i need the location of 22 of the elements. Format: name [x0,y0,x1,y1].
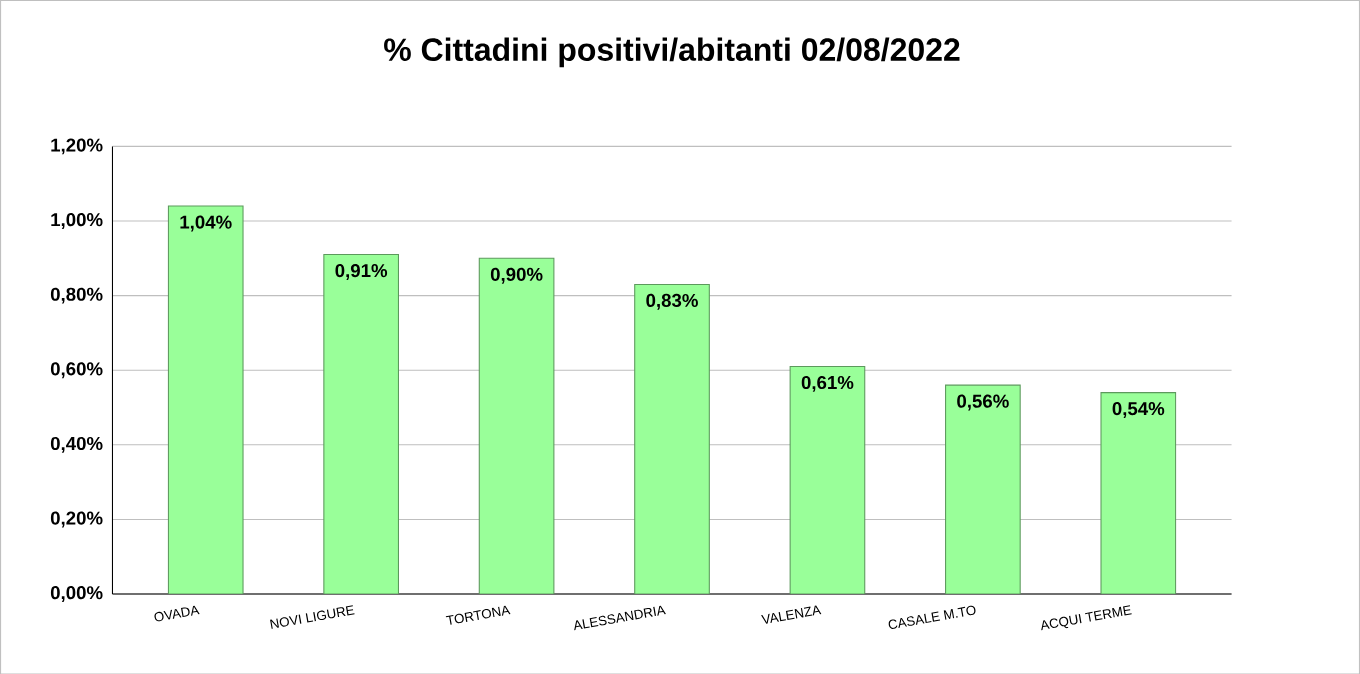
chart-title: % Cittadini positivi/abitanti 02/08/2022 [384,37,960,68]
bar [945,384,1021,594]
data-label: 0,91% [335,263,388,280]
bar [1100,391,1177,594]
bar [634,283,710,594]
y-tick-label: 1,20% [51,138,103,155]
y-tick-label: 0,20% [50,511,103,528]
bar [167,205,244,594]
bar [478,257,555,594]
data-label: 0,90% [490,267,543,284]
data-label: 0,61% [801,375,854,392]
data-label: 0,54% [1112,401,1165,418]
y-tick-label: 1,00% [51,212,103,229]
bar [323,253,399,594]
y-tick-label: 0,80% [50,287,103,304]
data-label: 1,04% [180,215,232,232]
y-tick-label: 0,40% [50,436,103,453]
data-label: 0,56% [957,394,1009,411]
bar [789,365,866,594]
data-label: 0,83% [646,293,698,310]
y-tick-label: 0,60% [50,362,103,378]
y-tick-label: 0,00% [50,585,103,602]
